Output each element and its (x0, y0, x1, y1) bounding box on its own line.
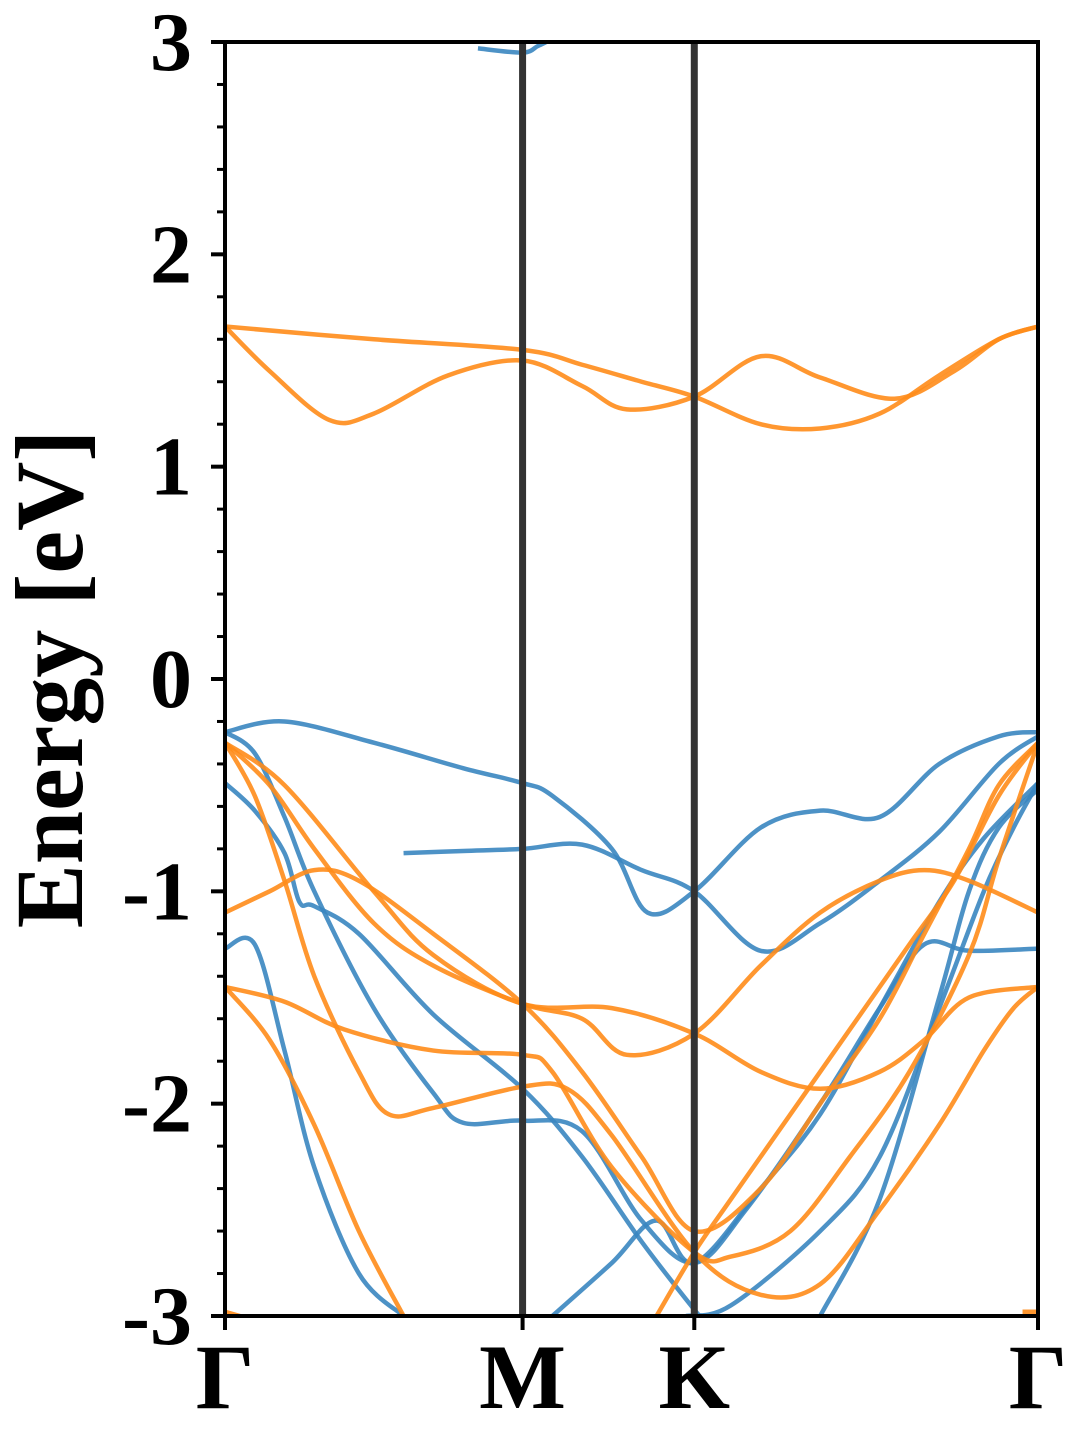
high-symmetry-lines (519, 42, 698, 1316)
band-orange-9 (225, 324, 1038, 432)
band-orange-11 (225, 740, 1038, 1092)
y-tick-label: -2 (122, 1058, 192, 1151)
x-tick-label: Γ (1009, 1326, 1068, 1428)
plot-frame (223, 40, 1040, 1318)
band-orange-19 (654, 741, 1038, 1316)
y-tick-label: 0 (150, 633, 192, 726)
y-tick-label: 1 (150, 421, 192, 514)
band-orange-14 (225, 741, 1038, 1264)
band-blue-3 (225, 730, 1038, 1266)
x-tick-label: Γ (196, 1326, 255, 1428)
y-axis-ticks: -3 -2 -1 0 1 2 3 (122, 0, 225, 1363)
band-orange-16 (225, 985, 406, 1316)
y-tick-label: -3 (122, 1270, 192, 1363)
band-orange-10 (225, 324, 1038, 426)
band-orange-15 (225, 741, 1038, 1300)
y-tick-label: -1 (122, 845, 192, 938)
y-tick-label: 2 (150, 208, 192, 301)
band-orange-12 (225, 741, 1038, 1058)
x-tick-label: K (659, 1326, 731, 1428)
y-tick-label: 3 (150, 0, 192, 89)
band-blue-0 (225, 719, 1038, 917)
band-lines (225, 42, 1038, 1316)
band-blue-4 (403, 734, 1038, 954)
band-blue-1 (225, 781, 704, 1316)
y-axis-label: Energy [eV] (0, 430, 103, 929)
band-blue-2 (225, 935, 406, 1316)
x-tick-label: M (479, 1326, 566, 1428)
